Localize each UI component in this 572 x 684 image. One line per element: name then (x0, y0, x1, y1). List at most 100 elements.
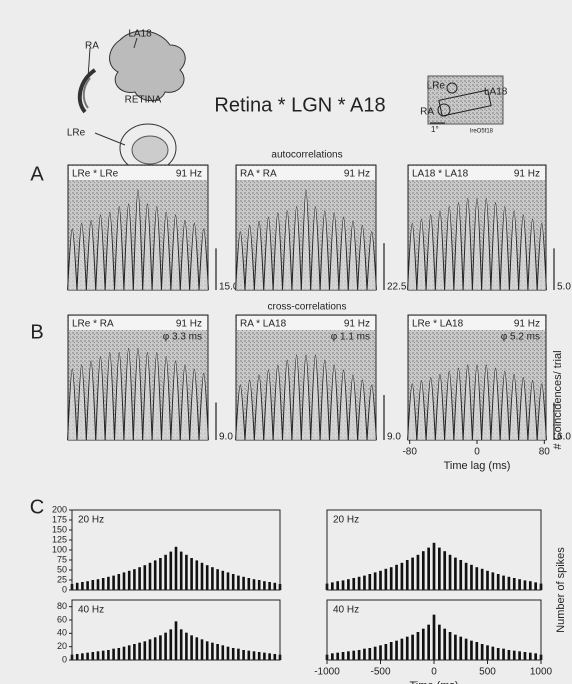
diagram-label: LA18 (128, 29, 152, 40)
correlogram-peak (536, 222, 547, 291)
diagram-label: LRe (67, 128, 86, 139)
correlogram-peak (338, 216, 349, 291)
histogram-bar (395, 640, 398, 660)
correlogram-peak (357, 224, 368, 291)
correlogram-peak (527, 380, 538, 441)
x-tick-label: 0 (431, 667, 437, 678)
panel-label: RA * LA18 (240, 319, 287, 330)
histogram-bar (247, 578, 251, 590)
histogram-bar (190, 635, 193, 660)
histogram-bar (268, 582, 271, 590)
correlogram-peak (444, 370, 455, 441)
correlogram-peak (499, 206, 510, 291)
histogram-bar (373, 572, 377, 590)
correlogram-peak (282, 359, 293, 441)
histogram-bar (507, 576, 511, 590)
histogram-bar (491, 572, 495, 590)
histogram-bar (252, 651, 256, 660)
histogram-bar (200, 562, 204, 590)
histogram-bar (86, 652, 89, 660)
x-tick-label: 0 (474, 447, 480, 458)
diagram-label: RA (85, 41, 99, 52)
correlogram-peak (328, 364, 340, 441)
x-tick-label: 500 (479, 667, 496, 678)
histogram-bar (421, 551, 425, 590)
histogram-bar (336, 652, 340, 660)
correlogram-peak (499, 370, 510, 441)
x-tick-label: -1000 (314, 667, 340, 678)
histogram-bar (347, 579, 350, 590)
correlogram-peak (508, 210, 520, 291)
correlogram-peak (244, 379, 255, 441)
histogram-bar (257, 652, 261, 660)
histogram-bar (148, 562, 152, 590)
histogram-bar (159, 558, 162, 590)
correlogram-peak (151, 206, 162, 291)
histogram-bar (357, 576, 361, 590)
histogram-bar (127, 570, 131, 590)
histogram-bar (101, 650, 105, 660)
histogram-bar (352, 578, 356, 590)
histogram-bar (480, 644, 484, 660)
histogram-bar (252, 579, 256, 590)
histogram-bar (195, 560, 199, 590)
histogram-bar (86, 581, 89, 590)
y-tick-label: 60 (57, 614, 67, 624)
histogram-bar (226, 646, 230, 660)
histogram-bar (91, 580, 95, 590)
label-box (409, 316, 545, 330)
histogram-bar (143, 565, 147, 590)
correlogram-peak (85, 360, 97, 441)
histogram-bar (470, 640, 473, 660)
histogram-bar (405, 636, 409, 660)
frequency-label: 91 Hz (176, 319, 202, 330)
histogram-bar (427, 547, 430, 590)
histogram-bar (368, 648, 372, 660)
histogram-bar (411, 557, 414, 590)
histogram-bar (443, 551, 447, 590)
histogram-bar (341, 652, 345, 660)
histogram-bar (480, 568, 484, 590)
histogram-bar (133, 569, 136, 590)
histogram-bar (512, 578, 516, 590)
histogram-bar (174, 546, 178, 590)
y-tick-label: 175 (52, 514, 67, 524)
correlogram-peak (338, 369, 349, 441)
correlogram-peak (189, 368, 200, 441)
correlogram-peak (508, 373, 520, 441)
label-box (69, 316, 207, 330)
histogram-bar (148, 639, 152, 660)
correlogram-peak (170, 360, 181, 441)
panel-label: LRe * LRe (72, 169, 119, 180)
histogram-bar (75, 654, 79, 660)
histogram-bar (200, 639, 204, 660)
histogram-bar (395, 564, 398, 590)
scale-bar-label: 15.0 (219, 282, 239, 293)
correlogram-peak (434, 373, 446, 441)
correlogram-peak (416, 218, 427, 291)
histogram-bar (231, 574, 235, 590)
row-letter: B (30, 321, 43, 343)
histogram-bar (263, 652, 266, 660)
correlogram-peak (179, 220, 191, 291)
histogram-bar (164, 632, 167, 660)
histogram-bar (491, 646, 495, 660)
y-tick-label: 75 (57, 554, 67, 564)
correlogram-peak (425, 214, 436, 291)
correlogram-peak (453, 367, 464, 441)
histogram-bar (454, 557, 457, 590)
histogram-bar (384, 568, 388, 590)
correlogram-peak (434, 210, 446, 291)
scale-bar-label: 9.0 (219, 432, 233, 443)
correlogram-peak (104, 351, 116, 441)
histogram-bar (368, 574, 372, 590)
histogram-bar (268, 653, 271, 660)
correlogram-peak (490, 201, 501, 291)
panel-label: LA18 * LA18 (412, 169, 469, 180)
histogram-bar (216, 569, 219, 590)
x-axis-label: Time (ms) (409, 680, 458, 684)
histogram-bar (81, 653, 84, 660)
correlogram-peak (481, 364, 492, 441)
inset-label: lreO5f18 (470, 129, 494, 135)
y-tick-label: 200 (52, 504, 67, 514)
